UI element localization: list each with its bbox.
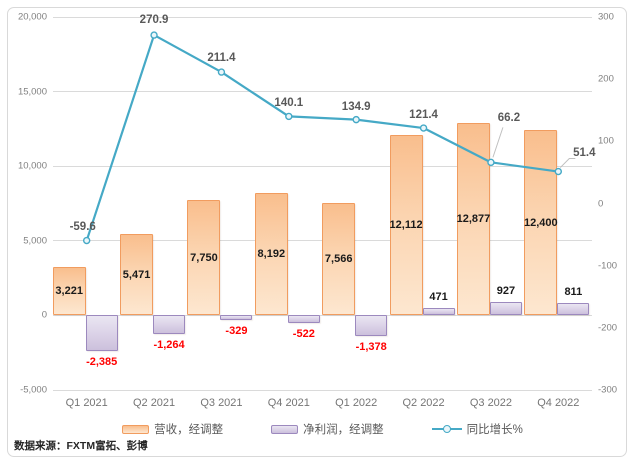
category-label: Q4 2021 (267, 397, 310, 409)
gridline (53, 16, 592, 18)
right-axis-tick: -200 (598, 322, 618, 334)
category-label: Q4 2022 (537, 397, 580, 409)
bar-net-profit[interactable] (422, 308, 455, 316)
revenue-value-label: 3,221 (55, 285, 83, 298)
legend-label: 同比增长% (466, 424, 523, 436)
revenue-swatch-icon (122, 424, 150, 434)
bar-net-profit[interactable] (557, 303, 590, 316)
legend-item-yoy-growth[interactable]: 同比增长% (431, 421, 523, 437)
net-profit-value-label: 471 (429, 291, 448, 304)
bar-net-profit[interactable] (287, 315, 320, 324)
legend-label: 营收，经调整 (154, 424, 224, 436)
bar-net-profit[interactable] (220, 315, 253, 321)
legend: 营收，经调整 净利润，经调整 同比增长% (53, 421, 592, 437)
right-axis-tick: 0 (598, 198, 604, 209)
bar-net-profit[interactable] (153, 315, 186, 335)
legend-item-net-profit[interactable]: 净利润，经调整 (271, 421, 384, 437)
net-profit-value-label: 927 (496, 284, 516, 297)
source-note: 数据来源：FXTM富拓、彭博 (14, 440, 148, 452)
right-axis-tick: 300 (598, 11, 614, 23)
bar-net-profit[interactable] (85, 315, 118, 351)
category-label: Q3 2021 (200, 397, 243, 409)
revenue-value-label: 12,400 (523, 216, 558, 229)
net-profit-value-label: -522 (292, 328, 315, 341)
yoy-growth-value-label: 270.9 (139, 14, 169, 27)
yoy-growth-value-label: 51.4 (573, 146, 596, 159)
gridline (53, 165, 592, 167)
revenue-value-label: 7,750 (190, 251, 218, 264)
left-axis-tick: 15,000 (17, 86, 47, 98)
net-profit-swatch-icon (271, 424, 299, 434)
left-axis-tick: 0 (41, 309, 47, 321)
gridline (53, 91, 592, 93)
category-label: Q1 2022 (335, 397, 378, 409)
net-profit-value-label: -1,264 (153, 339, 185, 352)
yoy-growth-value-label: 66.2 (497, 112, 521, 125)
right-axis-tick: -100 (598, 260, 618, 272)
right-axis-tick: 200 (598, 73, 614, 85)
yoy-growth-value-label: 134.9 (341, 100, 371, 113)
line-marker-icon (431, 424, 462, 434)
revenue-value-label: 12,877 (456, 213, 491, 226)
revenue-value-label: 12,112 (389, 219, 423, 232)
gridline (53, 389, 592, 391)
gridline (53, 314, 592, 316)
bar-net-profit[interactable] (355, 315, 388, 336)
revenue-value-label: 5,471 (122, 268, 151, 281)
yoy-growth-value-label: 121.4 (409, 109, 438, 122)
bar-revenue[interactable] (52, 267, 86, 316)
category-label: Q3 2022 (469, 397, 513, 409)
bar-net-profit[interactable] (489, 301, 522, 316)
yoy-growth-value-label: 140.1 (274, 97, 304, 110)
category-label: Q2 2022 (402, 397, 445, 409)
revenue-value-label: 7,566 (324, 252, 353, 265)
yoy-growth-value-label: -59.6 (69, 220, 96, 233)
revenue-value-label: 8,192 (257, 248, 286, 261)
yoy-growth-value-label: 211.4 (207, 52, 236, 65)
legend-label: 净利润，经调整 (303, 424, 384, 436)
left-axis-tick: 20,000 (17, 11, 47, 23)
chart-frame (7, 7, 627, 457)
left-axis-tick: 10,000 (17, 160, 47, 172)
bar-revenue[interactable] (120, 233, 154, 316)
right-axis-tick: 100 (598, 135, 614, 147)
left-axis-tick: 5,000 (23, 235, 47, 247)
net-profit-value-label: 811 (564, 286, 583, 299)
net-profit-value-label: -1,378 (355, 340, 387, 353)
legend-item-revenue[interactable]: 营收，经调整 (122, 421, 223, 437)
right-axis-tick: -300 (598, 384, 618, 396)
net-profit-value-label: -2,385 (86, 355, 118, 368)
category-label: Q1 2021 (65, 397, 108, 409)
left-axis-tick: -5,000 (20, 384, 47, 396)
category-label: Q2 2021 (132, 397, 176, 409)
net-profit-value-label: -329 (225, 325, 248, 338)
